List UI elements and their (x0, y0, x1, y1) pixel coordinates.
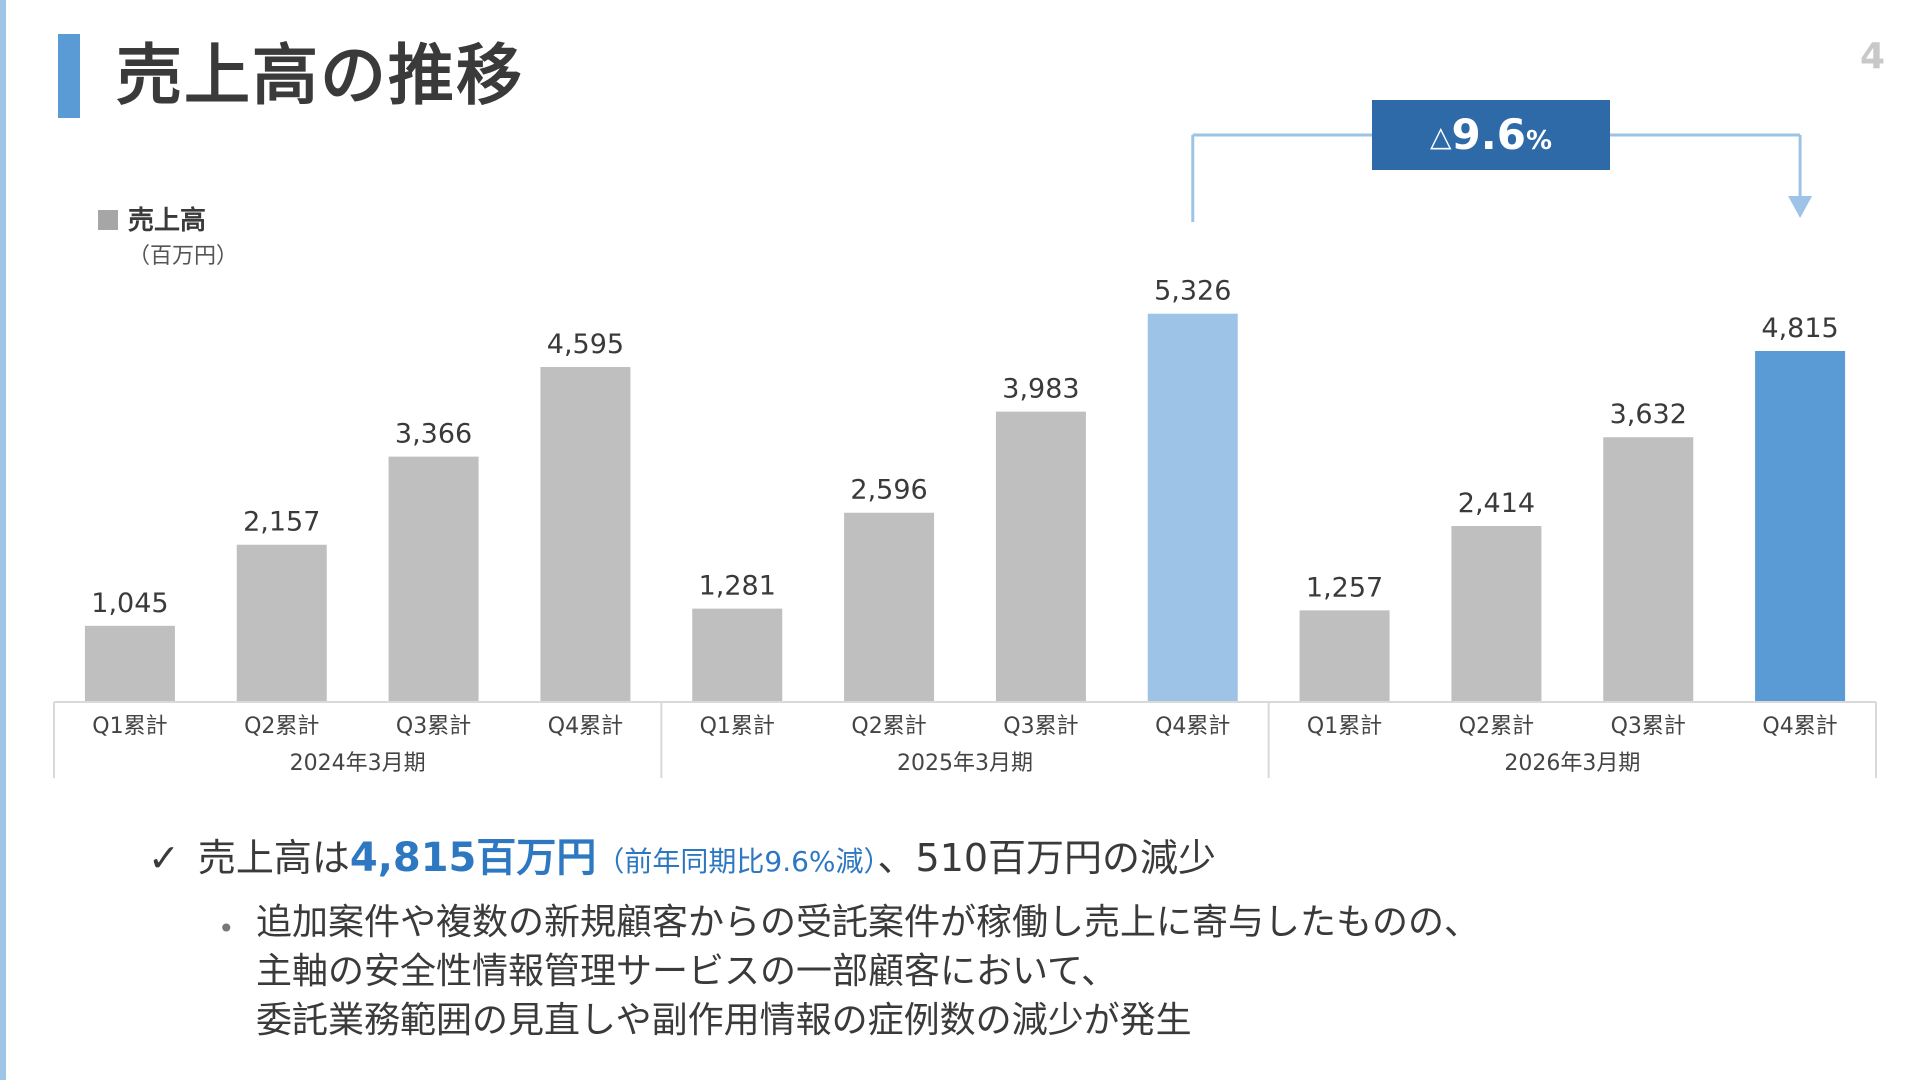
data-label: 1,045 (91, 588, 168, 619)
sales-bar-chart: 1,045 Q1累計 2,157 Q2累計 3,366 Q3累計 4,595 Q4累計 2024… (53, 133, 1877, 778)
category-label: Q1累計 (92, 714, 167, 739)
bar (995, 411, 1086, 702)
category-label: Q2累計 (1459, 714, 1534, 739)
bar (388, 456, 479, 702)
group-label: 2025年3月期 (897, 751, 1033, 776)
data-label: 5,326 (1154, 276, 1231, 307)
category-label: Q3累計 (1003, 714, 1078, 739)
summary-yoy-note: （前年同期比9.6%減） (596, 845, 878, 878)
data-label: 3,983 (1002, 374, 1079, 405)
data-label: 1,281 (699, 571, 776, 602)
summary-line: ✓ 売上高は4,815百万円（前年同期比9.6%減）、510百万円の減少 (148, 825, 1216, 883)
bar (236, 544, 327, 702)
change-value: 9.6 (1451, 110, 1526, 159)
change-percent: % (1525, 126, 1552, 156)
category-label: Q4累計 (548, 714, 623, 739)
data-label: 2,157 (243, 507, 320, 538)
category-label: Q4累計 (1762, 714, 1837, 739)
page-number: 4 (1860, 36, 1886, 77)
category-label: Q2累計 (851, 714, 926, 739)
check-icon: ✓ (148, 836, 180, 880)
group-label: 2024年3月期 (290, 751, 426, 776)
category-label: Q3累計 (1611, 714, 1686, 739)
data-label: 4,815 (1761, 313, 1838, 344)
chart-legend: 売上高 (98, 200, 206, 237)
category-label: Q4累計 (1155, 714, 1230, 739)
category-label: Q2累計 (244, 714, 319, 739)
title-accent-bar (58, 34, 80, 118)
arrow-down-icon (1788, 196, 1813, 218)
summary-highlight: 4,815百万円 (349, 835, 597, 881)
left-accent-edge (0, 0, 6, 1080)
data-label: 3,632 (1610, 399, 1687, 430)
bar (1603, 437, 1694, 702)
bar (84, 625, 175, 702)
bar (1147, 313, 1238, 702)
chart-unit-label: （百万円） (128, 244, 239, 269)
detail-line: 主軸の安全性情報管理サービスの一部顧客において、 (256, 951, 1118, 992)
detail-line: 追加案件や複数の新規顧客からの受託案件が稼働し売上に寄与したものの、 (256, 902, 1481, 943)
data-label: 2,596 (850, 475, 927, 506)
category-label: Q3累計 (396, 714, 471, 739)
bar (540, 367, 631, 702)
category-label: Q1累計 (1307, 714, 1382, 739)
detail-text: 追加案件や複数の新規顧客からの受託案件が稼働し売上に寄与したものの、 主軸の安全… (256, 898, 1480, 1045)
detail-line: 委託業務範囲の見直しや副作用情報の症例数の減少が発生 (256, 1000, 1192, 1041)
bar (844, 512, 935, 702)
data-label: 2,414 (1458, 488, 1535, 519)
bar (1299, 610, 1390, 702)
delta-icon: △ (1429, 120, 1452, 153)
page-title: 売上高の推移 (116, 37, 524, 114)
summary-prefix: 売上高は (197, 836, 350, 880)
data-label: 3,366 (395, 419, 472, 450)
bar (1755, 350, 1846, 702)
bar (1451, 526, 1542, 702)
legend-swatch (98, 210, 118, 230)
bar (692, 608, 783, 702)
data-label: 1,257 (1306, 572, 1383, 603)
group-label: 2026年3月期 (1504, 751, 1640, 776)
data-label: 4,595 (547, 329, 624, 360)
category-label: Q1累計 (700, 714, 775, 739)
bullet-icon: • (218, 912, 235, 945)
summary-suffix: 、510百万円の減少 (877, 836, 1217, 880)
legend-label: 売上高 (128, 206, 207, 236)
yoy-change-callout: △9.6% (1372, 100, 1610, 170)
